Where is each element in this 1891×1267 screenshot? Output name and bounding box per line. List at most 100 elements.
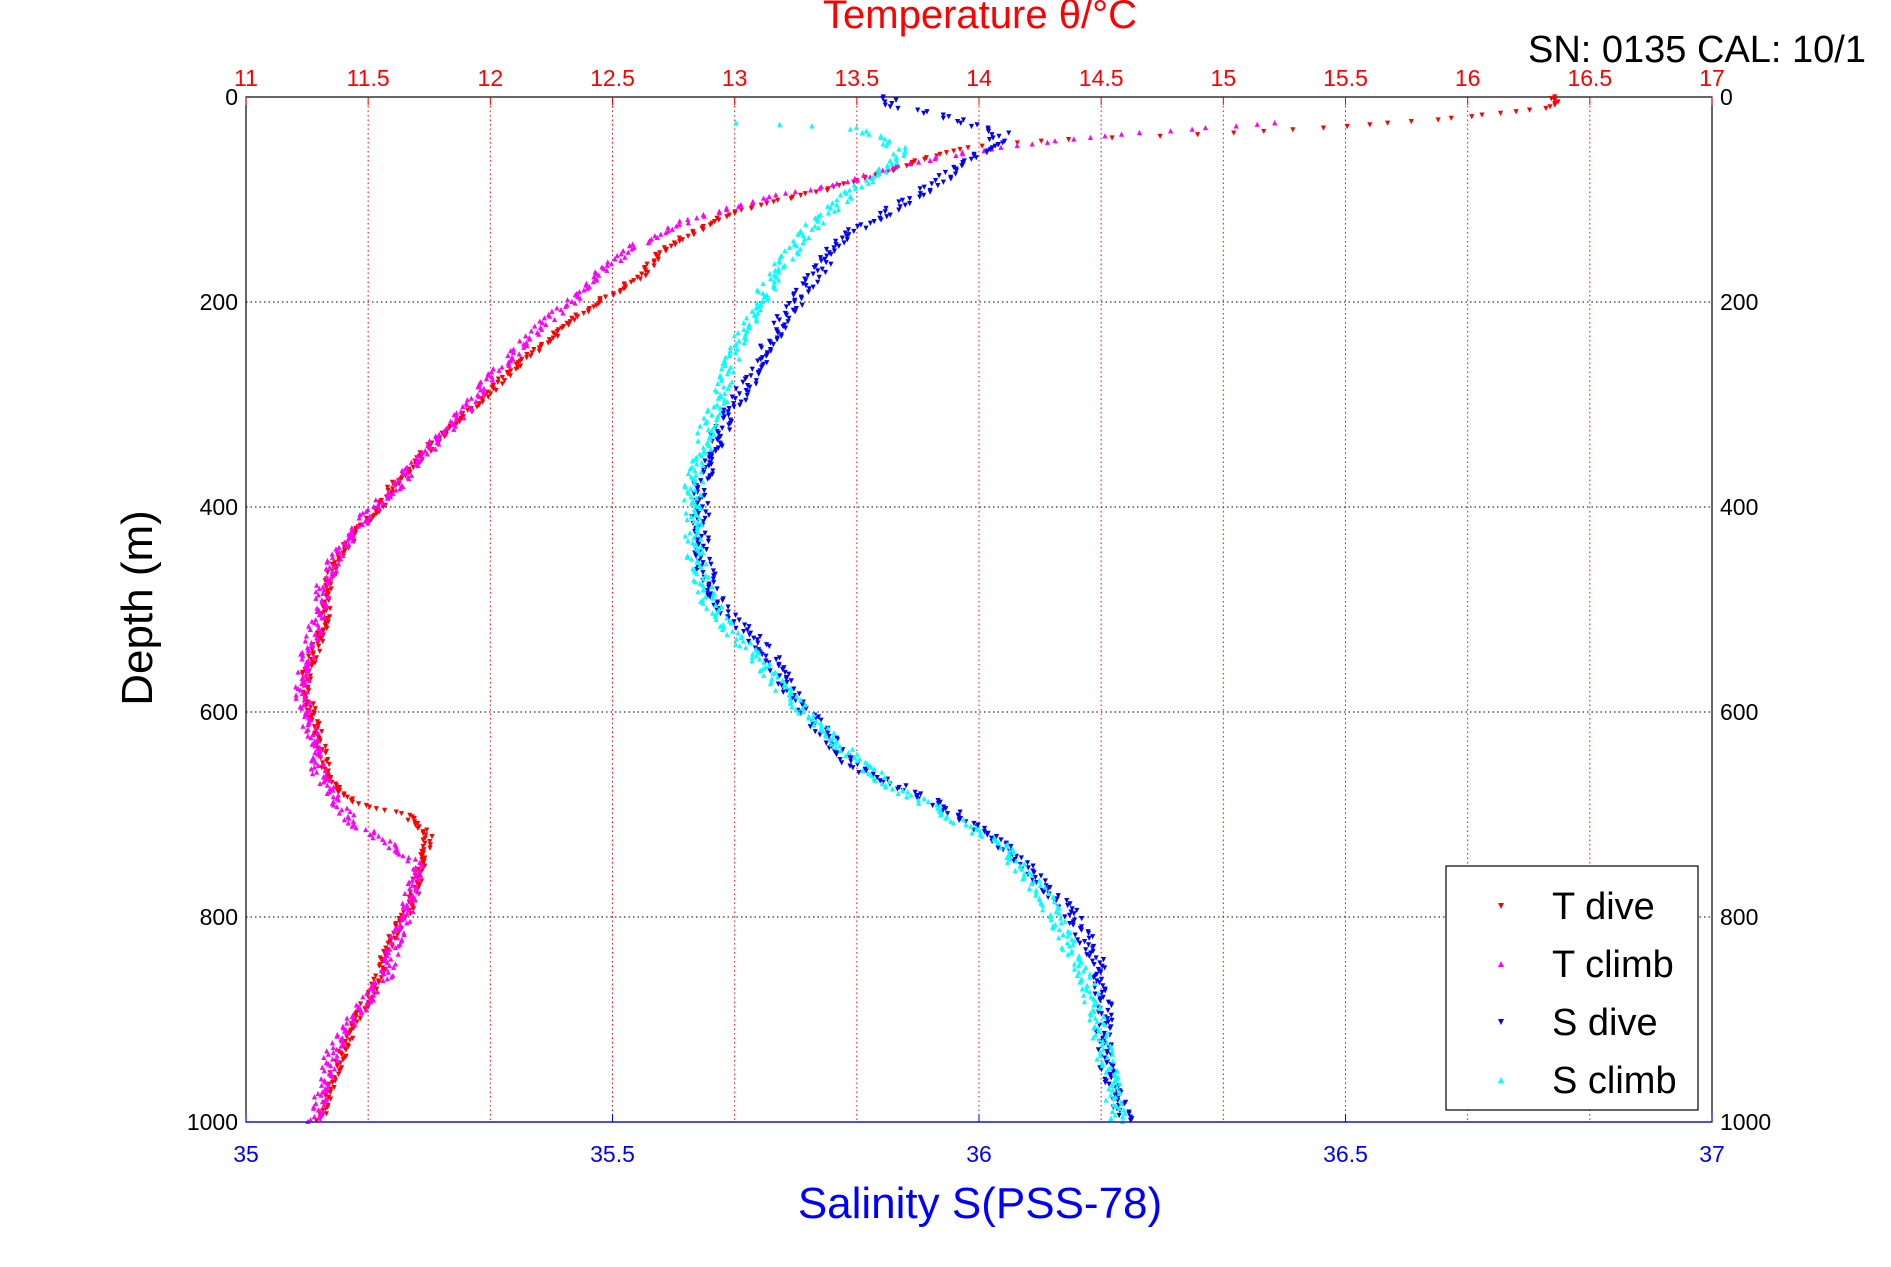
data-point xyxy=(391,928,397,934)
data-point xyxy=(745,389,751,395)
data-point xyxy=(306,700,312,706)
chart-title: Temperature θ/°C xyxy=(823,0,1137,37)
data-point xyxy=(852,175,858,181)
data-point xyxy=(325,773,332,779)
data-point xyxy=(1092,1031,1099,1038)
data-point xyxy=(767,270,773,277)
data-point xyxy=(321,779,327,785)
data-point xyxy=(724,398,731,405)
data-point xyxy=(1078,959,1084,965)
data-point xyxy=(722,362,728,368)
data-point xyxy=(1036,877,1042,883)
data-point xyxy=(712,219,718,225)
data-point xyxy=(334,803,340,810)
data-point xyxy=(425,443,431,449)
data-point xyxy=(865,771,872,777)
data-point xyxy=(828,205,834,211)
data-point xyxy=(780,264,786,270)
data-point xyxy=(812,729,818,735)
data-point xyxy=(302,694,308,700)
data-point xyxy=(1108,1002,1115,1009)
data-point xyxy=(526,336,533,342)
data-point xyxy=(823,246,830,253)
data-point xyxy=(574,314,581,320)
data-point xyxy=(987,146,994,153)
data-point xyxy=(315,762,321,769)
data-point xyxy=(833,752,840,758)
data-point xyxy=(721,384,727,390)
data-point xyxy=(329,1040,335,1046)
data-point xyxy=(411,819,418,825)
data-point xyxy=(698,492,704,498)
data-point xyxy=(469,407,475,413)
data-point xyxy=(347,1037,353,1043)
data-point xyxy=(1110,1087,1116,1093)
data-point xyxy=(711,579,717,586)
data-point xyxy=(697,551,703,557)
data-point xyxy=(753,313,759,319)
data-point xyxy=(793,243,800,249)
data-point xyxy=(815,224,822,231)
data-point xyxy=(823,260,829,266)
data-point xyxy=(424,827,430,833)
data-point xyxy=(1119,1118,1125,1124)
data-point xyxy=(371,976,377,982)
data-point xyxy=(912,789,918,795)
data-point xyxy=(331,562,337,569)
data-point xyxy=(343,543,349,549)
data-point xyxy=(719,425,725,431)
data-point xyxy=(410,866,416,872)
data-point xyxy=(419,853,425,859)
data-point xyxy=(1104,1060,1110,1066)
data-point xyxy=(713,421,719,427)
data-point xyxy=(786,315,792,321)
data-point xyxy=(842,230,848,236)
data-point xyxy=(1102,988,1108,994)
data-point xyxy=(688,513,694,519)
data-point xyxy=(780,689,786,695)
data-point xyxy=(378,967,384,974)
data-point xyxy=(724,206,730,213)
data-point xyxy=(1099,1063,1105,1069)
data-point xyxy=(407,885,413,892)
data-point xyxy=(902,202,908,208)
data-point xyxy=(744,627,750,633)
data-point xyxy=(714,388,720,395)
data-point xyxy=(703,593,709,600)
data-point xyxy=(324,758,330,764)
data-point xyxy=(625,249,631,255)
data-point xyxy=(774,314,780,320)
data-point xyxy=(782,247,788,254)
data-point xyxy=(1006,848,1013,854)
data-point xyxy=(690,539,696,546)
data-point xyxy=(746,624,752,630)
data-point xyxy=(802,702,808,708)
data-point xyxy=(758,302,764,308)
data-point xyxy=(1108,1044,1114,1051)
data-point xyxy=(405,858,411,864)
data-point xyxy=(816,274,822,280)
data-point xyxy=(1189,126,1195,132)
data-point xyxy=(749,654,755,660)
data-point xyxy=(783,676,789,682)
data-point xyxy=(969,830,975,836)
data-point xyxy=(893,156,899,162)
data-point xyxy=(312,616,319,623)
data-point xyxy=(806,286,812,292)
data-point xyxy=(410,908,416,915)
data-point xyxy=(721,407,727,413)
data-point xyxy=(532,323,538,329)
data-point xyxy=(718,603,725,610)
data-point xyxy=(927,189,933,195)
data-point xyxy=(863,768,869,774)
data-point xyxy=(820,220,826,226)
data-point xyxy=(334,1053,340,1059)
data-point xyxy=(495,379,501,385)
data-point xyxy=(1081,939,1088,945)
data-point xyxy=(330,1049,336,1056)
data-point xyxy=(367,995,373,1001)
data-point xyxy=(314,746,320,752)
data-point xyxy=(874,775,880,781)
data-point xyxy=(698,544,704,550)
data-point xyxy=(1046,890,1052,897)
